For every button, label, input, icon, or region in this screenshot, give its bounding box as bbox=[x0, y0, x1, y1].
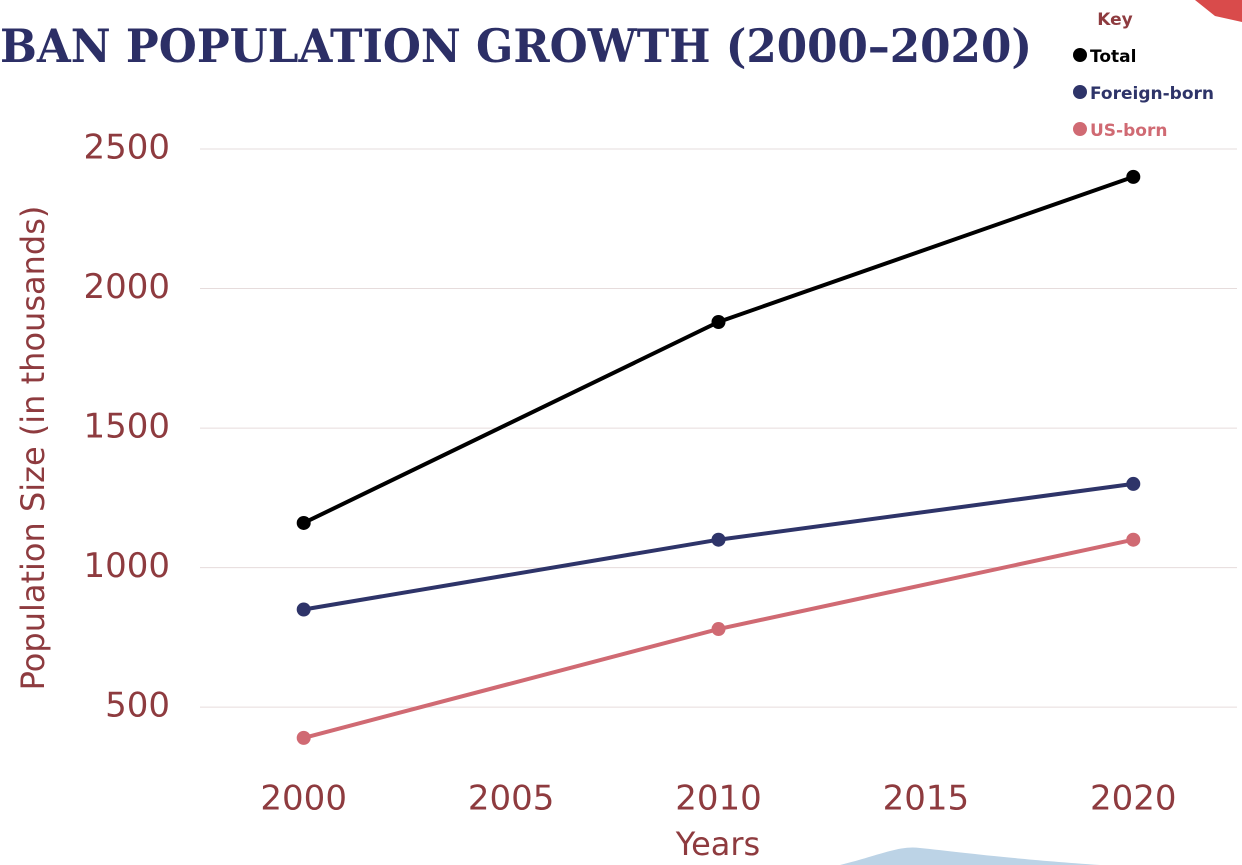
data-point bbox=[711, 622, 726, 637]
data-point bbox=[711, 315, 726, 330]
legend-marker bbox=[1073, 48, 1087, 62]
data-point bbox=[1126, 532, 1141, 547]
x-tick-label: 2010 bbox=[675, 779, 762, 819]
decoration bbox=[1195, 0, 1242, 22]
data-point bbox=[1126, 476, 1141, 491]
chart-title: BAN POPULATION GROWTH (2000–2020) bbox=[0, 19, 1032, 73]
y-tick-label: 2500 bbox=[83, 127, 170, 167]
series-line bbox=[303, 537, 1134, 740]
y-axis-title: Population Size (in thousands) bbox=[14, 206, 52, 691]
data-point bbox=[296, 730, 311, 745]
decoration bbox=[840, 847, 1100, 865]
data-point bbox=[296, 515, 311, 530]
legend-marker bbox=[1073, 85, 1087, 99]
data-point bbox=[296, 602, 311, 617]
x-tick-label: 2015 bbox=[883, 779, 970, 819]
legend-label: Foreign-born bbox=[1090, 84, 1214, 104]
x-tick-label: 2005 bbox=[468, 779, 555, 819]
y-tick-label: 500 bbox=[105, 686, 170, 726]
x-tick-label: 2000 bbox=[260, 779, 347, 819]
legend-label: US-born bbox=[1090, 121, 1167, 141]
data-point bbox=[1126, 169, 1141, 184]
series-line bbox=[302, 174, 1134, 525]
legend-title: Key bbox=[1097, 10, 1133, 30]
x-axis-title: Years bbox=[675, 825, 760, 863]
y-tick-label: 1500 bbox=[83, 407, 170, 447]
x-tick-label: 2020 bbox=[1090, 779, 1177, 819]
legend-marker bbox=[1073, 122, 1087, 136]
y-tick-label: 1000 bbox=[83, 546, 170, 586]
legend-label: Total bbox=[1090, 47, 1136, 67]
data-point bbox=[711, 532, 726, 547]
y-tick-label: 2000 bbox=[83, 267, 170, 307]
